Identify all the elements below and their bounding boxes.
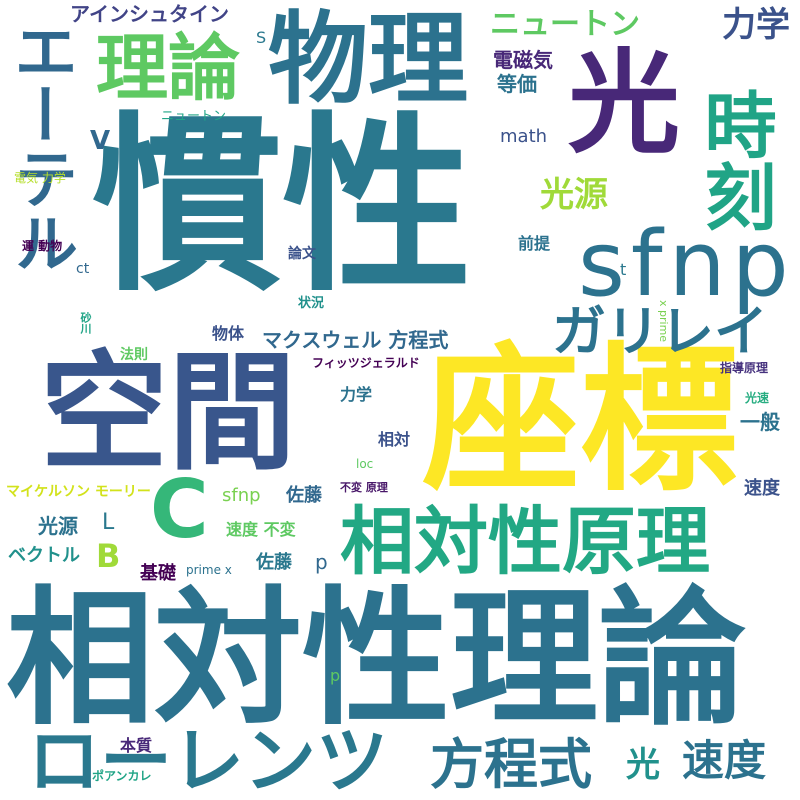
word: 光 (626, 745, 660, 785)
word: 本質 (120, 736, 153, 755)
word: 相対性原理 (340, 499, 710, 585)
word: S (256, 28, 267, 47)
word: 状況 (298, 296, 325, 311)
word: 運 動物 (22, 239, 63, 253)
word: 基礎 (140, 563, 176, 584)
word: フィッツジェラルド (312, 356, 420, 370)
word: 光源 (540, 175, 608, 215)
word: p (315, 550, 328, 574)
word: 不変 原理 (340, 481, 388, 494)
word: 光 (568, 39, 680, 169)
word: sfnp (222, 485, 261, 506)
word: 等価 (497, 72, 537, 96)
word: 砂川 (79, 312, 92, 334)
word: 佐藤 (256, 552, 292, 573)
word: 速度 (682, 736, 767, 785)
word: 力学 (722, 5, 790, 45)
word: x prime (657, 300, 670, 343)
word: C (150, 463, 209, 556)
word: ct (76, 261, 90, 277)
word: prime x (186, 563, 232, 577)
word: B (96, 537, 121, 575)
word: 一般 (740, 410, 780, 434)
word: 時刻 (692, 88, 776, 232)
word: 方程式 (430, 733, 592, 796)
word: 慣性 (92, 96, 473, 317)
word: マクスウェル 方程式 (262, 328, 449, 352)
word: アインシュタイン (70, 2, 229, 26)
word: p (330, 666, 341, 685)
word: 力学 (340, 385, 373, 404)
word: 速度 (744, 478, 780, 499)
word: 指導原理 (720, 361, 769, 375)
word: マイケルソン モーリー (6, 484, 151, 500)
word: 法則 (120, 347, 148, 363)
word: 電磁気 (493, 48, 553, 72)
word: loc (356, 457, 374, 471)
word: 理論 (96, 26, 241, 110)
word: 論文 (288, 246, 316, 262)
word: 物体 (212, 324, 245, 343)
word: 速度 不変 (226, 520, 296, 539)
word: t (620, 260, 627, 279)
word: math (500, 126, 548, 147)
word: sfnp (578, 212, 795, 317)
word: 光速 (745, 391, 770, 405)
word: 座標 (422, 329, 738, 513)
word: ガリレイ (552, 300, 768, 363)
word: L (102, 510, 115, 535)
word: 電気 力学 (14, 171, 66, 185)
word: ポアンカレ (92, 769, 152, 783)
word: 相対性理論 (6, 573, 746, 745)
word: 相対 (378, 430, 411, 449)
word: 佐藤 (286, 485, 322, 506)
word: V (90, 126, 111, 156)
word: ローレンツ (28, 719, 389, 800)
word: ニュートン (490, 7, 640, 42)
word: 光源 (38, 514, 78, 538)
word: ニュートン (161, 109, 227, 124)
word: 空間 (40, 339, 297, 488)
word: ベクトル (8, 545, 80, 566)
word: 前提 (518, 234, 551, 253)
word: エーテル (3, 18, 77, 274)
word: 物理 (268, 1, 468, 118)
